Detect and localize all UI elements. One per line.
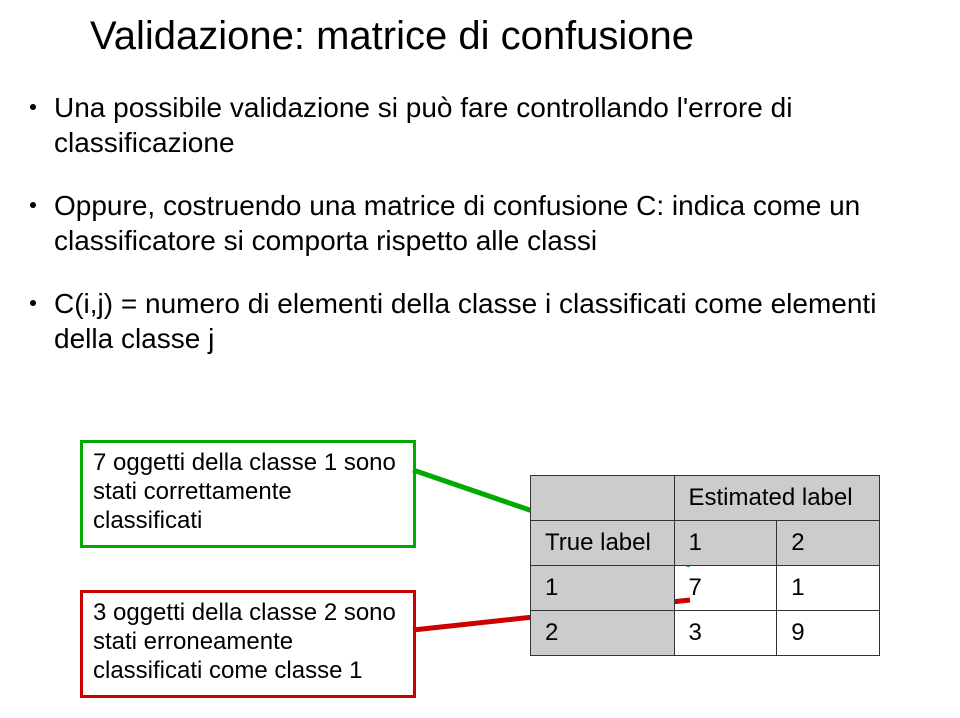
table-row: Estimated label bbox=[531, 476, 880, 521]
bottom-area: 7 oggetti della classe 1 sono stati corr… bbox=[0, 440, 960, 710]
col-header: 2 bbox=[777, 521, 880, 566]
slide-title: Validazione: matrice di confusione bbox=[90, 14, 694, 59]
row-header: 2 bbox=[531, 611, 675, 656]
confusion-cell: 1 bbox=[777, 566, 880, 611]
table-row: 1 7 1 bbox=[531, 566, 880, 611]
confusion-cell: 7 bbox=[674, 566, 777, 611]
col-header: 1 bbox=[674, 521, 777, 566]
callout-green: 7 oggetti della classe 1 sono stati corr… bbox=[80, 440, 416, 548]
confusion-cell: 9 bbox=[777, 611, 880, 656]
bullet-text: C(i,j) = numero di elementi della classe… bbox=[54, 286, 930, 356]
bullet-item: C(i,j) = numero di elementi della classe… bbox=[30, 286, 930, 356]
confusion-table: Estimated label True label 1 2 1 7 1 2 3… bbox=[530, 475, 880, 656]
confusion-table-wrap: Estimated label True label 1 2 1 7 1 2 3… bbox=[530, 475, 880, 656]
estimated-label-header: Estimated label bbox=[674, 476, 880, 521]
bullet-dot-icon bbox=[30, 104, 36, 110]
bullet-text: Oppure, costruendo una matrice di confus… bbox=[54, 188, 930, 258]
table-corner bbox=[531, 476, 675, 521]
bullet-dot-icon bbox=[30, 202, 36, 208]
callout-red-text: 3 oggetti della classe 2 sono stati erro… bbox=[93, 599, 396, 684]
bullet-dot-icon bbox=[30, 300, 36, 306]
bullet-list: Una possibile validazione si può fare co… bbox=[30, 90, 930, 384]
table-row: 2 3 9 bbox=[531, 611, 880, 656]
bullet-item: Una possibile validazione si può fare co… bbox=[30, 90, 930, 160]
confusion-cell: 3 bbox=[674, 611, 777, 656]
callout-green-text: 7 oggetti della classe 1 sono stati corr… bbox=[93, 449, 396, 534]
table-row: True label 1 2 bbox=[531, 521, 880, 566]
true-label-header: True label bbox=[531, 521, 675, 566]
bullet-item: Oppure, costruendo una matrice di confus… bbox=[30, 188, 930, 258]
bullet-text: Una possibile validazione si può fare co… bbox=[54, 90, 930, 160]
row-header: 1 bbox=[531, 566, 675, 611]
slide: Validazione: matrice di confusione Una p… bbox=[0, 0, 960, 718]
callout-red: 3 oggetti della classe 2 sono stati erro… bbox=[80, 590, 416, 698]
